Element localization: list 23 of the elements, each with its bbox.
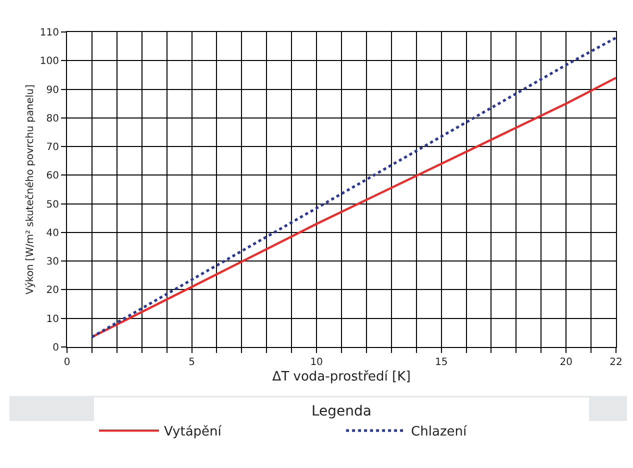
y-tick-label: 50	[46, 199, 59, 210]
x-tick-label: 20	[560, 357, 572, 368]
x-tick-label: 5	[188, 357, 195, 368]
legend-label: Vytápění	[164, 424, 222, 440]
y-tick-label: 90	[46, 84, 59, 96]
x-tick-label: 22	[610, 357, 622, 368]
y-tick-label: 80	[46, 113, 59, 124]
y-tick-label: 40	[46, 228, 59, 239]
x-tick-label: 10	[310, 357, 323, 368]
y-tick-label: 10	[46, 314, 59, 325]
y-tick-label: 60	[46, 170, 59, 182]
y-tick-label: 20	[46, 285, 59, 296]
legend-label: Chlazení	[411, 424, 468, 440]
y-tick-label: 100	[40, 56, 59, 68]
y-tick-label: 70	[46, 142, 59, 154]
x-axis-title: ΔT voda-prostředí [K]	[272, 370, 411, 385]
y-tick-label: 110	[40, 28, 59, 38]
x-tick-label: 15	[434, 357, 448, 368]
y-axis-title: Výkon [W/m² skutečného povrchu panelu]	[24, 84, 36, 294]
x-tick-label: 0	[64, 357, 70, 368]
y-tick-label: 0	[52, 342, 59, 354]
legend-title: Legenda	[311, 404, 372, 420]
y-tick-label: 30	[46, 256, 59, 268]
